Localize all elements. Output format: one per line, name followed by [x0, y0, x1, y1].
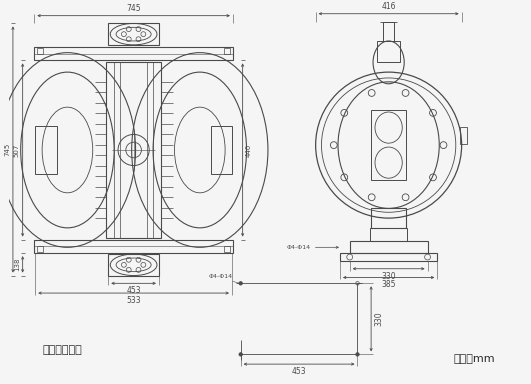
Bar — [35, 240, 233, 253]
Text: 安装孔尺寸图: 安装孔尺寸图 — [42, 344, 82, 354]
Bar — [371, 209, 406, 228]
Bar — [37, 48, 43, 54]
Text: 385: 385 — [381, 280, 396, 290]
Text: Φ4-Φ14: Φ4-Φ14 — [209, 275, 233, 280]
Bar — [108, 254, 159, 276]
Bar — [108, 23, 159, 45]
Text: 440: 440 — [245, 143, 252, 157]
Bar — [224, 247, 230, 252]
Bar — [383, 22, 395, 41]
Bar — [37, 247, 43, 252]
Text: 138: 138 — [14, 258, 20, 271]
Bar — [210, 126, 232, 174]
Text: 745: 745 — [126, 4, 141, 13]
Text: 507: 507 — [14, 143, 20, 157]
Bar — [460, 127, 467, 144]
Bar — [370, 228, 407, 242]
Text: 单位：mm: 单位：mm — [453, 354, 495, 364]
Bar — [350, 242, 427, 253]
Text: 745: 745 — [4, 143, 10, 156]
Bar — [35, 47, 233, 60]
Circle shape — [239, 353, 243, 356]
Circle shape — [239, 281, 243, 285]
Text: Φ4-Φ14: Φ4-Φ14 — [287, 245, 311, 250]
Bar — [106, 62, 161, 238]
Bar — [377, 41, 400, 62]
Text: 416: 416 — [381, 2, 396, 11]
Bar — [340, 253, 438, 261]
Circle shape — [356, 353, 359, 356]
Text: 533: 533 — [126, 296, 141, 305]
Bar — [35, 126, 57, 174]
Text: 453: 453 — [126, 286, 141, 295]
Bar — [224, 48, 230, 54]
Text: 453: 453 — [292, 367, 306, 376]
Bar — [371, 110, 406, 180]
Text: 330: 330 — [381, 271, 396, 281]
Text: 330: 330 — [374, 311, 383, 326]
